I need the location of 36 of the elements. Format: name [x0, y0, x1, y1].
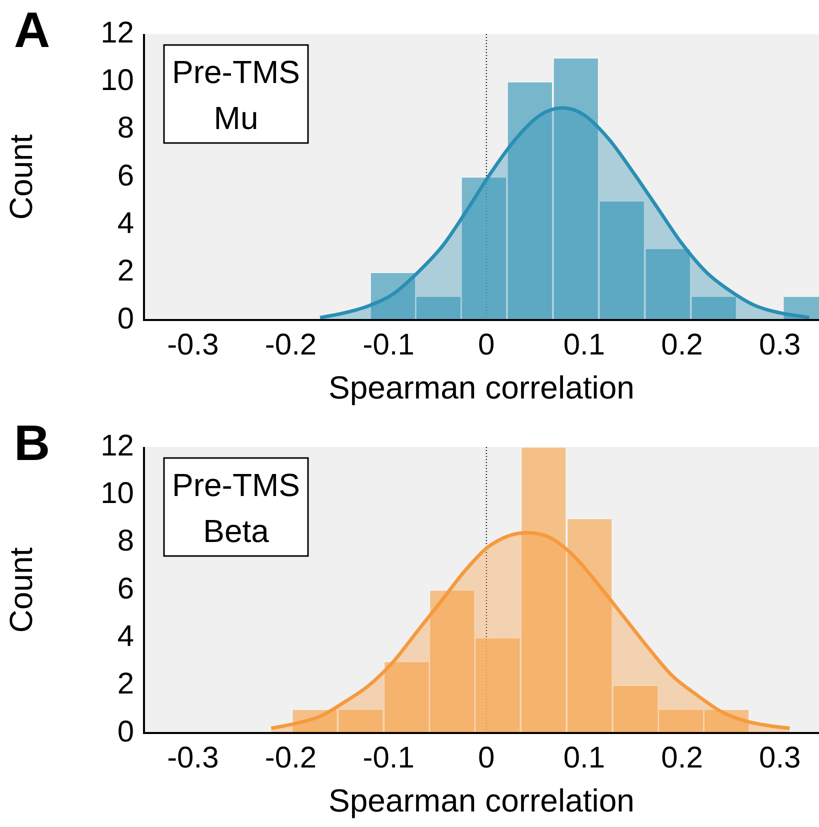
annotation: Pre-TMS Mu: [172, 54, 300, 136]
y-tick-label: 12: [100, 16, 134, 50]
x-tick-label: -0.1: [362, 328, 414, 362]
text: B: [14, 414, 50, 471]
x-tick-label: 0.1: [563, 741, 606, 774]
y-tick-label: 10: [100, 64, 134, 97]
y-tick-label: 0: [117, 715, 134, 748]
x-tick-label: -0.2: [264, 328, 317, 362]
y-tick-label: 8: [117, 524, 134, 558]
annotation: Pre-TMS Beta: [172, 466, 300, 549]
x-tick-label: 0.3: [759, 328, 801, 362]
x-tick-label: -0.3: [167, 328, 219, 362]
x-axis-title: Spearman correlation: [328, 370, 634, 406]
y-axis-title: Count: [3, 547, 40, 633]
y-tick-label: 12: [100, 429, 134, 462]
x-tick-label: -0.3: [167, 741, 219, 774]
x-axis-title: Spearman correlation: [328, 782, 634, 819]
y-tick-label: 0: [117, 302, 134, 336]
x-tick-label: 0.1: [563, 328, 606, 362]
text: A: [14, 2, 50, 58]
y-tick-label: 8: [117, 112, 134, 145]
x-tick-label: 0: [478, 328, 495, 362]
x-tick-label: -0.2: [264, 741, 317, 774]
y-tick-label: 2: [117, 254, 134, 288]
y-tick-label: 2: [117, 668, 134, 701]
y-tick-label: 4: [117, 206, 134, 240]
x-tick-label: -0.1: [362, 741, 414, 774]
x-tick-label: 0.3: [759, 741, 801, 774]
y-axis-title: Count: [3, 134, 40, 220]
x-tick-label: 0.2: [661, 741, 703, 774]
y-tick-label: 6: [117, 159, 134, 192]
y-tick-label: 10: [100, 476, 134, 510]
x-tick-label: 0: [478, 741, 495, 774]
x-tick-label: 0.2: [661, 328, 703, 362]
y-tick-label: 4: [117, 620, 134, 653]
y-tick-label: 6: [117, 572, 134, 606]
